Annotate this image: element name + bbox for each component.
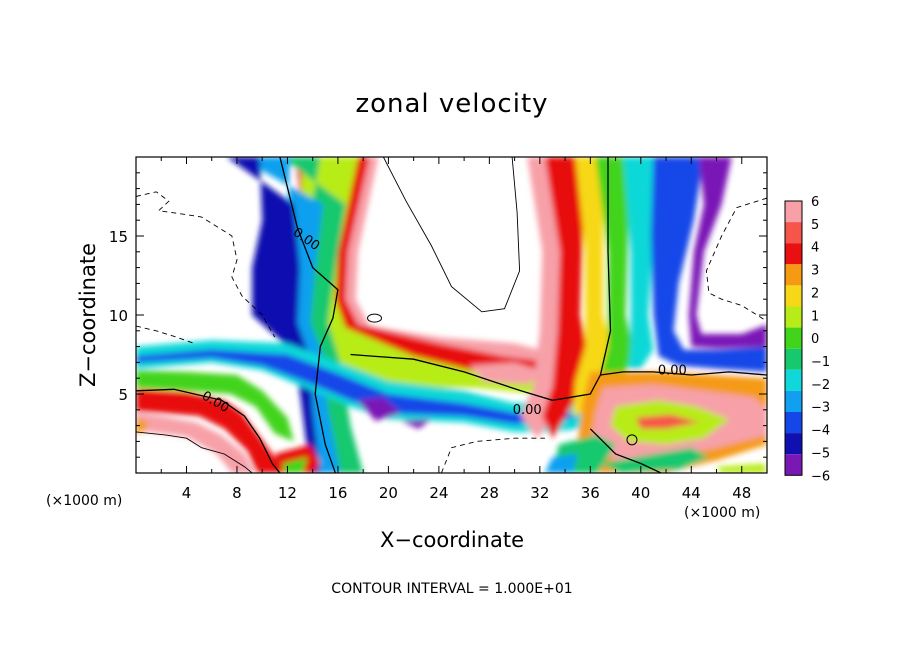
colorbar-label: 0 [811,332,819,347]
y-axis-ticks: 5 10 15 [109,172,767,458]
contour-line [589,428,662,473]
colorbar-swatch [785,327,802,349]
contour-line [136,191,276,338]
contour-line [136,388,281,473]
field-band [293,157,566,371]
chart-title: zonal velocity [355,89,548,119]
field-band [469,362,545,385]
field-band [282,457,308,473]
y-tick-label: 15 [109,228,128,246]
field-band [356,397,401,421]
x-tick-label: 44 [682,484,701,502]
contour-line [440,437,545,473]
colorbar-swatch [785,306,802,328]
colorbar-swatch [785,348,802,370]
colorbar-swatch [785,264,802,286]
x-axis-ticks: 4 8 12 16 20 24 28 32 36 40 44 48 [160,157,751,502]
colorbar-label: 5 [811,218,819,233]
contour-line [382,157,521,313]
field-band [595,157,635,398]
contour-line [136,431,253,473]
field-band [650,157,767,372]
field-band [623,157,659,369]
colorbar-label: −2 [811,378,830,393]
x-tick-label: 4 [182,484,192,502]
contour-lines [136,157,767,473]
field-band [298,157,540,394]
x-tick-label: 16 [328,484,347,502]
contour-label: 0.00 [658,363,687,378]
colorbar-label: −4 [811,424,830,439]
colorbar-swatch [785,454,802,476]
colorbar-label: −3 [811,401,830,416]
colorbar-swatch [785,390,802,412]
contour-line [350,157,612,401]
x-tick-label: 20 [379,484,398,502]
colorbar-label: 2 [811,286,819,301]
field-band [600,447,709,473]
contour-line [136,325,195,344]
field-band [297,157,553,382]
contour-loop [367,313,383,323]
x-tick-label: 24 [429,484,448,502]
contour-loop [626,434,638,446]
colorbar-swatch [785,222,802,244]
colorbar-frame [784,200,803,476]
x-tick-label: 8 [232,484,242,502]
colorbar: 6 5 4 3 2 1 0 −1 −2 −3 −4 −5 −6 [784,195,830,484]
field-band [136,349,578,424]
plot-area [136,157,767,473]
contour-line [705,197,767,322]
contour-line [279,157,339,473]
field-band [226,157,321,473]
x-tick-label: 32 [530,484,549,502]
contour-interval-note: CONTOUR INTERVAL = 1.000E+01 [331,581,572,597]
colorbar-label: 1 [811,309,819,324]
field-band [136,370,294,442]
colorbar-swatch [785,285,802,307]
x-tick-label: 40 [631,484,650,502]
velocity-field [136,157,767,473]
field-band [544,454,578,473]
field-band [572,157,616,417]
field-band [136,413,255,473]
colorbar-label: 6 [811,195,819,210]
x-tick-label: 36 [581,484,600,502]
field-band [136,417,149,434]
colorbar-swatch [785,433,802,455]
field-band [542,157,591,439]
colorbar-swatch [785,243,802,265]
x-axis-label: X−coordinate [380,528,524,552]
field-band [635,414,699,429]
colorbar-swatch [785,369,802,391]
y-tick-label: 5 [118,386,128,404]
field-band [401,419,432,429]
colorbar-label: 3 [811,264,819,279]
x-axis-unit: (×1000 m) [684,505,760,521]
x-tick-label: 12 [278,484,297,502]
contour-line [600,371,767,376]
colorbar-label: −6 [811,469,830,484]
field-band [688,157,767,349]
x-tick-label: 48 [732,484,751,502]
y-axis-unit: (×1000 m) [46,493,122,509]
y-tick-label: 10 [109,307,128,325]
contour-label: 0.00 [513,403,542,418]
x-tick-label: 28 [480,484,499,502]
colorbar-swatch [785,412,802,434]
colorbar-label: −1 [811,355,830,370]
y-axis-label: Z−coordinate [76,243,100,387]
colorbar-label: 4 [811,241,819,256]
colorbar-label: −5 [811,446,830,461]
colorbar-swatch [785,201,802,223]
field-band [136,389,283,473]
